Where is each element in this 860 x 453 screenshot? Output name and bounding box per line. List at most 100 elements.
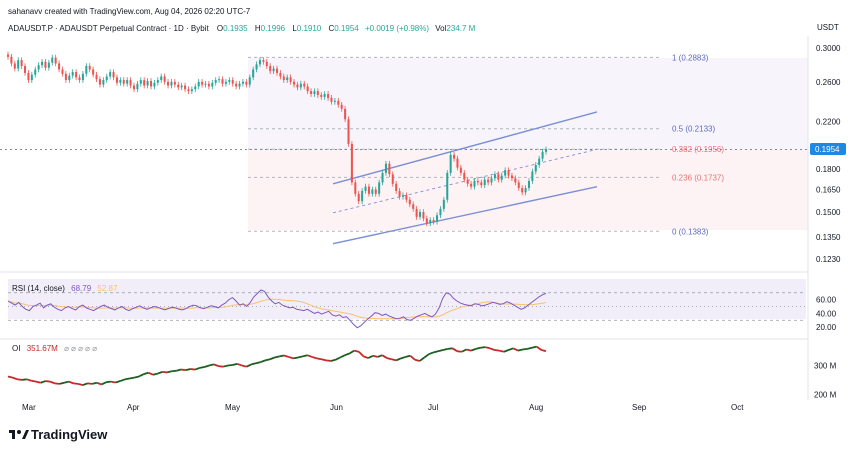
candle-body (337, 100, 340, 105)
candle-body (177, 84, 180, 88)
candle-body (517, 182, 520, 189)
oi-segment (87, 382, 93, 385)
oi-segment (190, 368, 196, 371)
oi-segment (321, 358, 327, 362)
candle-body (436, 215, 439, 222)
price-tick-label: 0.1800 (816, 165, 841, 174)
oi-segment (7, 375, 13, 379)
candle-body (429, 220, 432, 224)
candle-body (299, 83, 302, 88)
oi-tick-label: 300 M (814, 362, 837, 371)
oi-segment (227, 364, 233, 367)
candle-body (534, 164, 537, 172)
candle-body (347, 119, 350, 144)
candle-body (143, 80, 146, 86)
candle-body (184, 85, 187, 90)
time-axis: Mar Apr May Jun Jul Aug Sep Oct (22, 403, 744, 412)
low-value: 0.1910 (297, 24, 322, 33)
candle-body (92, 69, 95, 75)
created-by-line: sahanavv created with TradingView.com, A… (8, 7, 251, 16)
oi-legend: OI 351.67M ⌀ ⌀ ⌀ ⌀ ⌀ (12, 344, 97, 353)
candle-body (24, 66, 27, 73)
oi-segment (307, 354, 313, 358)
candle-body (238, 83, 241, 87)
oi-segment (49, 380, 56, 385)
candle-body (187, 89, 190, 92)
oi-segment (447, 347, 453, 350)
fib-levels: 1 (0.2883) 0.5 (0.2133) 0.382 (0.1956) 0.23… (0, 53, 808, 236)
candle-body (432, 220, 435, 222)
candle-body (221, 79, 224, 84)
candle-body (306, 86, 309, 92)
oi-segment (265, 358, 271, 362)
rsi-tick-label: 20.00 (816, 323, 837, 332)
rsi-title: RSI (14, close) (12, 284, 65, 293)
price-tick-label: 0.1230 (816, 255, 841, 264)
candle-body (136, 83, 139, 90)
oi-segment (381, 354, 388, 359)
oi-segment (199, 366, 205, 369)
oi-segment (194, 366, 201, 371)
oi-segment (480, 346, 486, 349)
rsi-value: 68.79 (71, 284, 92, 293)
candle-body (207, 83, 210, 87)
candle-body (388, 163, 391, 175)
candle-body (75, 72, 78, 78)
oi-segment (180, 368, 186, 372)
oi-segment (522, 347, 528, 351)
candle-body (391, 174, 394, 184)
oi-segment (101, 381, 107, 386)
oi-segment (377, 354, 383, 358)
oi-segment (232, 362, 238, 366)
oi-segment (213, 363, 219, 367)
price-tick-label: 0.2600 (816, 78, 841, 87)
candle-body (20, 60, 23, 67)
candle-body (361, 190, 364, 202)
candle-body (160, 76, 163, 81)
candle-body (255, 64, 258, 70)
candle-body (371, 189, 374, 194)
candle-body (37, 65, 40, 70)
oi-segment (59, 381, 65, 385)
candle-body (286, 77, 289, 81)
candle-body (415, 208, 418, 217)
oi-segment (536, 345, 542, 351)
oi-segment (110, 380, 116, 384)
candle-body (132, 85, 136, 90)
oi-segment (311, 356, 318, 360)
oi-segment (40, 380, 46, 384)
oi-segment (517, 348, 523, 352)
oi-segment (31, 379, 37, 383)
oi-pane: 300 M 200 M (7, 345, 837, 399)
candle-body (405, 195, 408, 200)
candle-body (310, 91, 313, 95)
oi-segment (124, 377, 130, 381)
oi-segment (91, 381, 98, 385)
candle-body (296, 84, 299, 88)
candle-body (442, 199, 445, 209)
oi-segment (386, 357, 392, 361)
candle-body (64, 73, 67, 81)
candle-body (398, 190, 401, 197)
oi-segment (241, 364, 247, 368)
oi-segment (157, 371, 163, 375)
oi-segment (451, 347, 458, 352)
candle-body (265, 61, 268, 67)
candle-body (13, 63, 16, 69)
candle-body (194, 86, 197, 90)
oi-segment (54, 382, 60, 385)
oi-segment (208, 363, 215, 367)
symbol-name: ADAUSDT.P · ADAUSDT Perpetual Contract ·… (8, 24, 209, 33)
oi-segment (204, 364, 210, 368)
candle-body (439, 208, 442, 216)
candle-body (248, 77, 251, 85)
price-tick-label: 0.1650 (816, 185, 841, 194)
candles (6, 51, 548, 227)
candle-body (493, 174, 496, 179)
fib-level-label: 1 (0.2883) (672, 53, 709, 62)
candle-body (54, 57, 57, 64)
fib-zone-upper (248, 58, 808, 150)
oi-segment (400, 356, 406, 360)
candle-body (10, 56, 13, 64)
tradingview-logo: TradingView (9, 427, 108, 442)
